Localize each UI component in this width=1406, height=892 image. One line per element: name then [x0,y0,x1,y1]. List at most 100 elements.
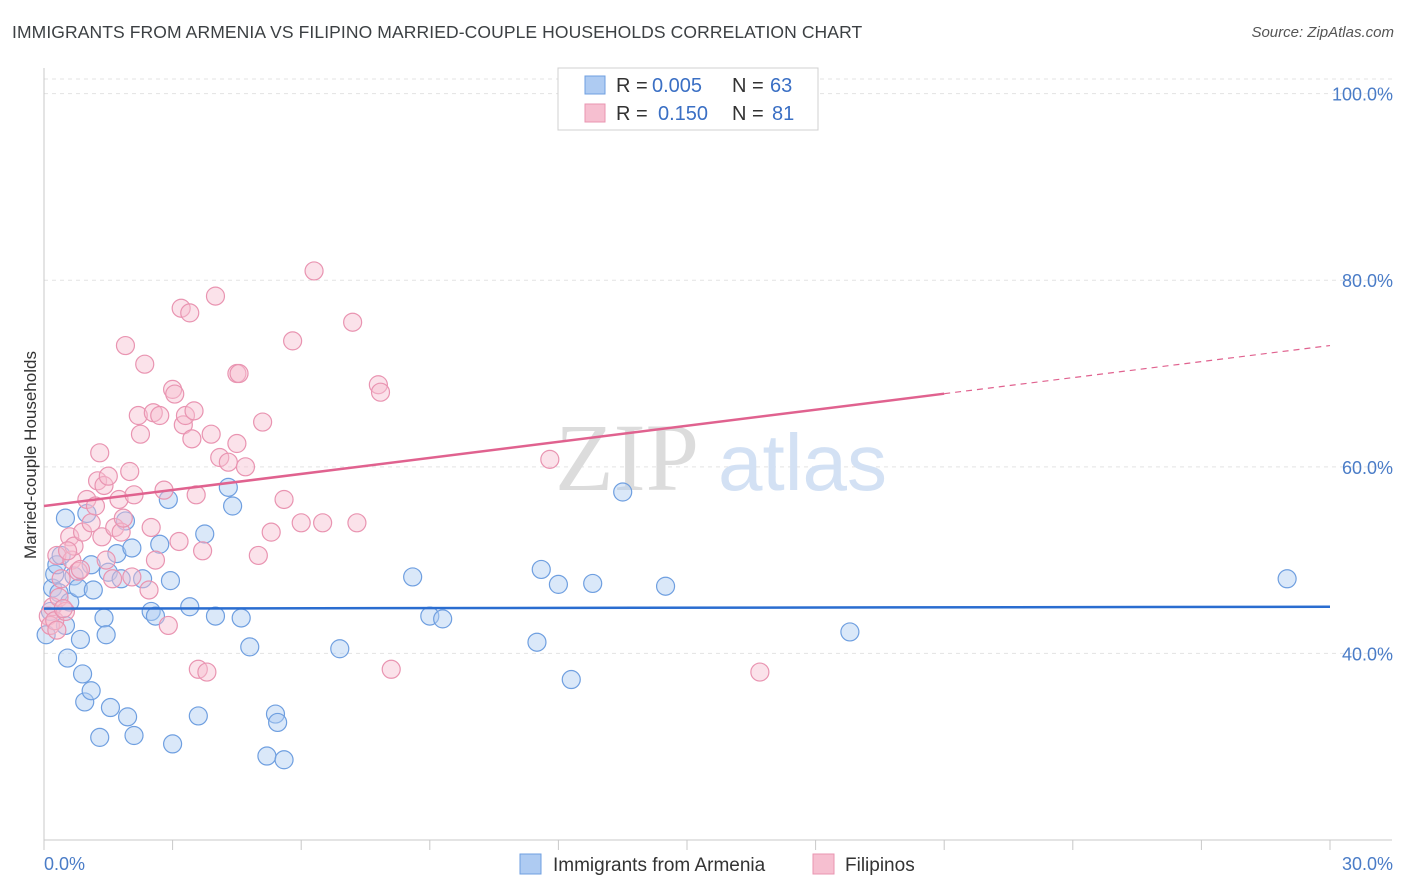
point-pink-32 [128,405,148,426]
legend-r-value-1: 0.005 [652,75,702,97]
point-blue-46 [257,746,277,766]
point-pink-53 [193,541,213,561]
x-tick-label-1: 30.0% [1342,854,1393,874]
watermark-zip: ZIP [555,404,699,511]
point-pink-61 [229,363,249,384]
point-pink-77 [750,662,770,682]
point-pink-33 [130,424,151,444]
point-pink-62 [235,457,256,477]
point-blue-30 [124,725,144,746]
point-pink-56 [205,286,226,306]
point-blue-41 [205,606,226,626]
point-blue-53 [433,609,453,629]
point-pink-39 [150,405,170,426]
point-pink-48 [180,303,200,323]
point-pink-55 [201,424,221,444]
point-pink-73 [368,375,388,395]
point-blue-62 [1277,569,1297,589]
chart-title: IMMIGRANTS FROM ARMENIA VS FILIPINO MARR… [12,22,863,42]
point-pink-47 [175,405,196,426]
y-tick-label-3: 100.0% [1332,85,1393,105]
grid-lines [44,78,1392,654]
point-pink-74 [370,382,391,402]
point-pink-70 [313,513,333,533]
point-blue-27 [115,511,136,531]
data-points [36,261,1297,770]
x-tick-labels: 0.0% 30.0% [44,854,1393,874]
point-pink-80 [96,550,116,570]
trend-line-blue [43,605,1331,610]
point-pink-4 [47,620,67,640]
point-blue-60 [655,576,676,596]
point-blue-58 [583,573,603,594]
point-pink-58 [218,452,238,472]
point-blue-12 [68,578,88,598]
point-pink-63 [248,545,268,566]
point-pink-68 [291,513,311,533]
point-blue-22 [96,625,116,645]
watermark: ZIP atlas [555,404,887,511]
legend-n-value-2: 81 [772,103,794,125]
y-tick-labels: 40.0% 60.0% 80.0% 100.0% [1332,85,1393,665]
point-pink-45 [171,298,191,318]
point-blue-25 [107,543,127,564]
bottom-legend-label-filipinos: Filipinos [845,855,915,876]
trend-line-pink [43,392,945,508]
point-pink-49 [182,429,202,449]
legend-r-value-2: 0.150 [658,103,708,125]
point-pink-23 [102,569,123,589]
point-pink-67 [283,331,303,351]
point-pink-28 [115,335,136,356]
point-pink-54 [197,662,217,682]
point-blue-50 [330,639,350,659]
point-blue-7 [55,508,76,528]
point-blue-15 [75,692,95,712]
point-blue-34 [150,534,170,554]
point-pink-57 [210,447,230,468]
axes [43,68,1392,850]
point-blue-29 [122,538,142,558]
point-blue-19 [81,681,101,701]
point-pink-65 [261,522,281,542]
point-blue-51 [403,567,423,587]
y-tick-label-0: 40.0% [1342,644,1393,664]
point-pink-30 [122,567,142,587]
point-blue-28 [117,707,138,727]
legend-box: R = 0.005 N = 63 R = 0.150 N = 81 [557,67,819,131]
legend-r-label-2: R = [616,103,648,125]
point-blue-8 [55,615,76,636]
point-blue-24 [100,697,121,718]
point-blue-0 [36,625,56,645]
point-pink-21 [94,475,114,496]
point-blue-20 [90,727,110,747]
point-blue-48 [268,712,288,733]
point-pink-27 [113,508,133,528]
point-blue-13 [70,629,91,650]
y-tick-label-2: 80.0% [1342,271,1393,291]
point-pink-9 [60,527,80,547]
point-blue-44 [231,608,251,628]
bottom-legend-swatch-blue [519,853,542,875]
point-pink-41 [158,615,178,636]
point-pink-69 [304,261,324,281]
legend-n-label-1: N = [732,75,764,97]
legend-swatch-blue [584,75,606,95]
point-blue-45 [240,637,260,657]
legend-n-value-1: 63 [770,75,792,97]
y-axis-label: Married-couple Households [21,351,40,559]
point-blue-33 [145,606,166,626]
point-blue-40 [195,524,215,544]
point-pink-34 [135,354,155,374]
point-pink-72 [347,513,367,533]
point-pink-6 [47,545,67,566]
point-pink-35 [139,580,159,600]
point-blue-14 [72,664,93,684]
bottom-legend-swatch-pink [812,853,835,875]
point-pink-22 [98,466,118,486]
point-blue-56 [548,574,569,594]
point-pink-5 [49,587,69,608]
point-blue-59 [613,482,633,502]
point-pink-71 [343,312,363,332]
point-pink-38 [145,550,166,570]
